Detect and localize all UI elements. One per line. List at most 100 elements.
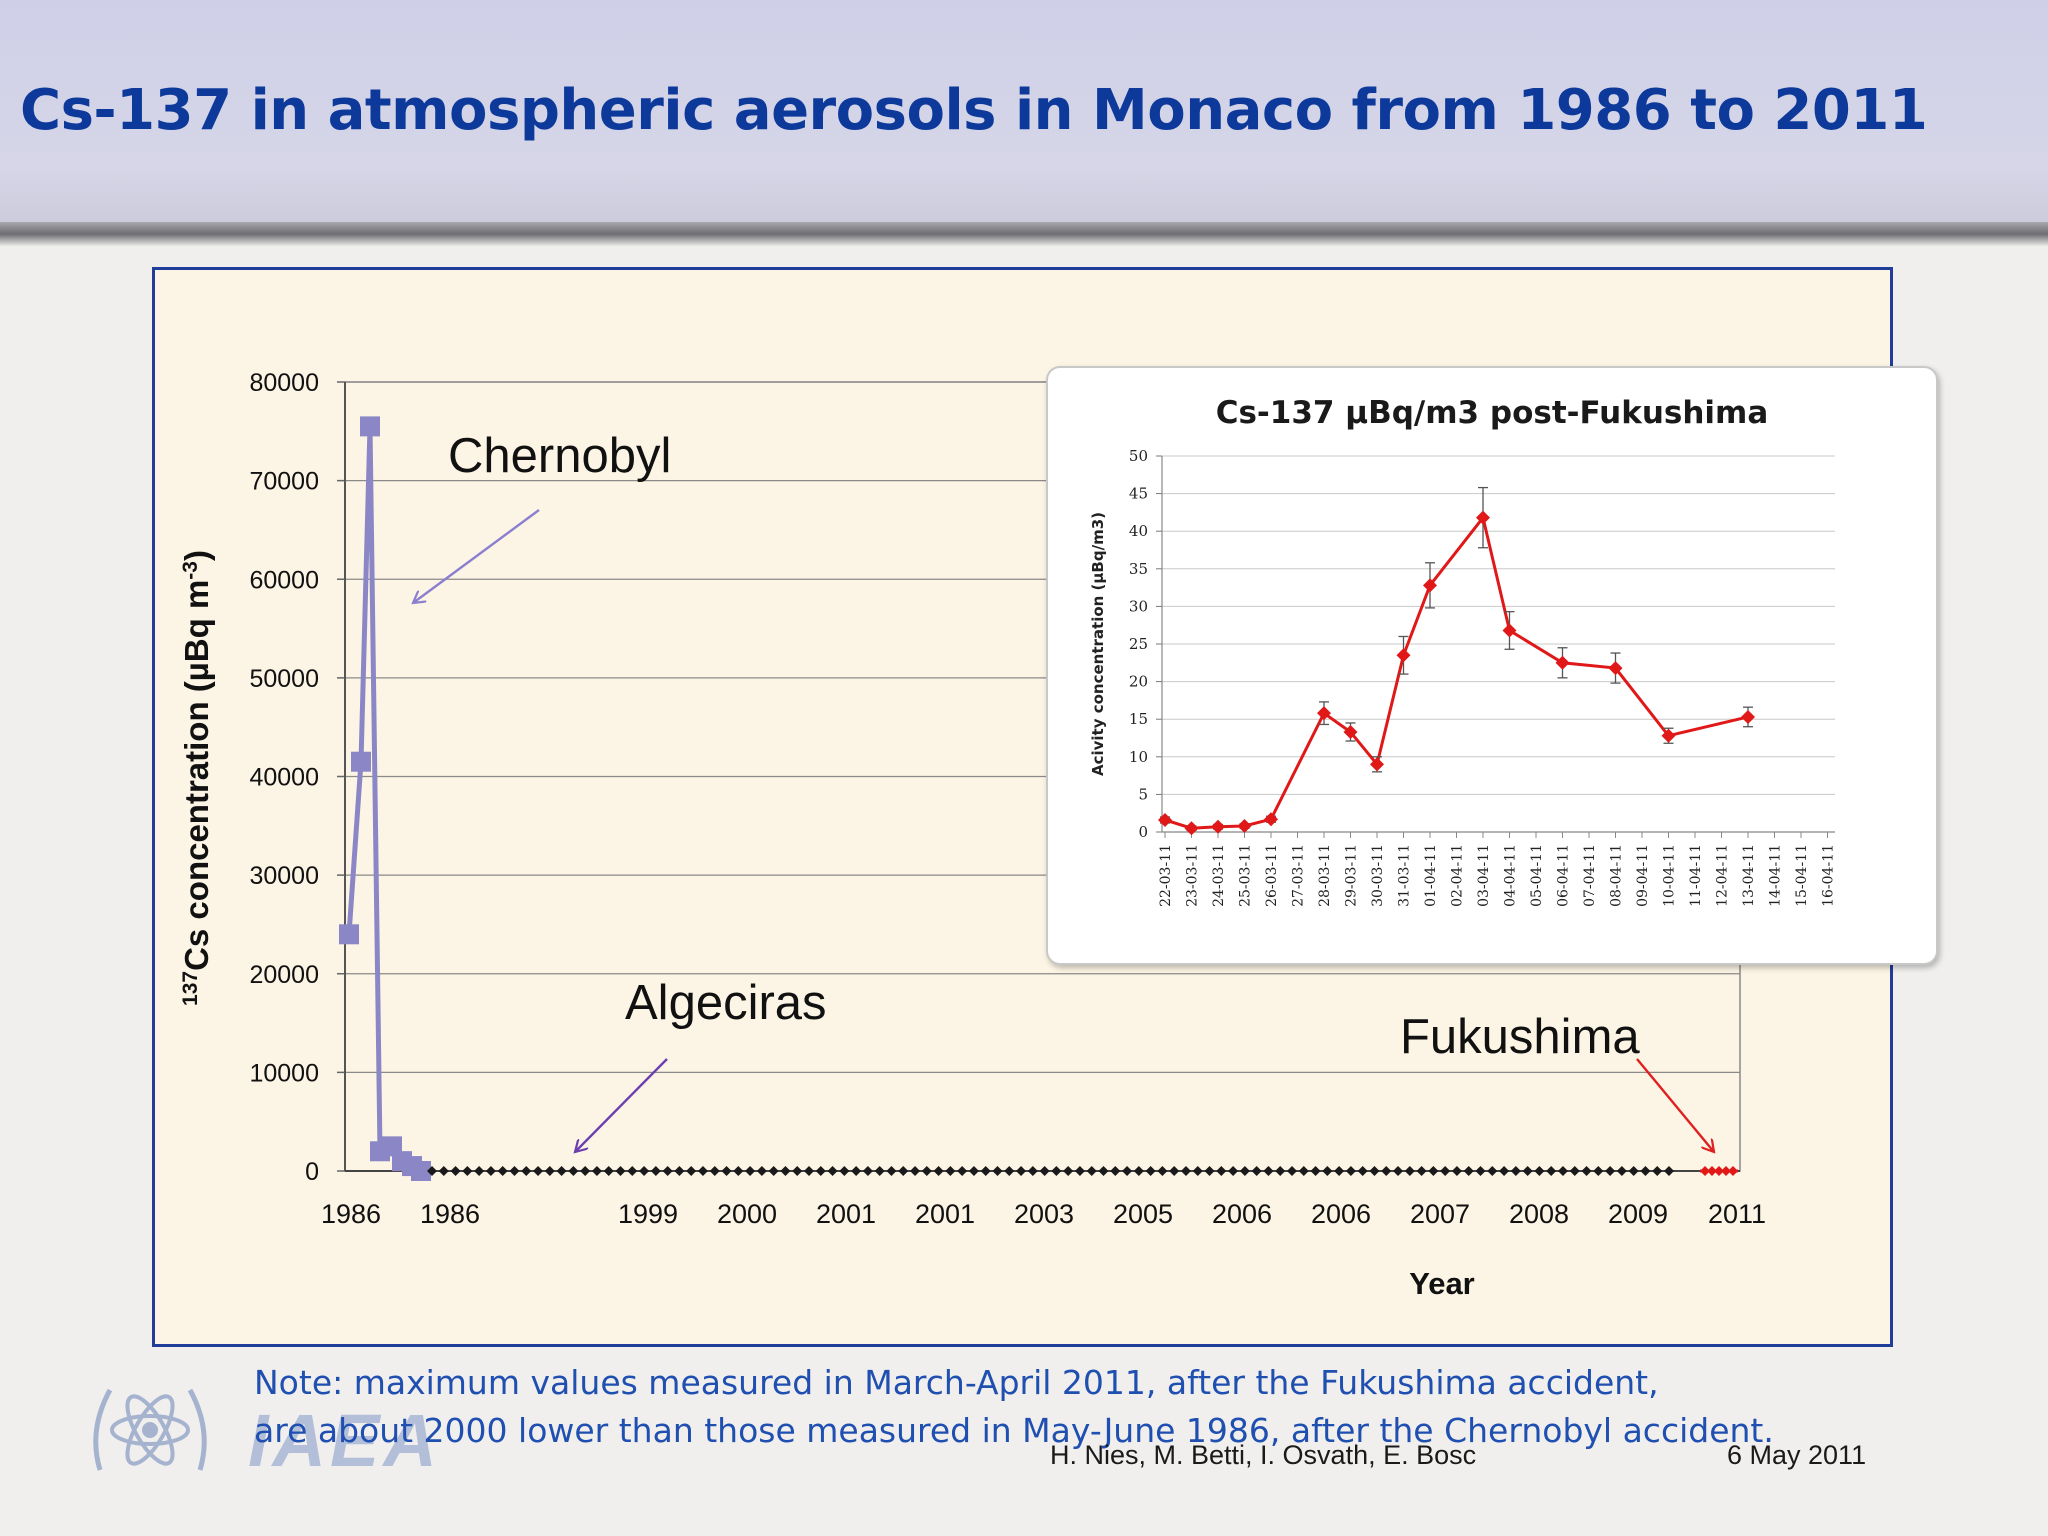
y-axis-title-text: Cs concentration (µBq m [178, 580, 215, 971]
y-tick-label: 30000 [249, 862, 319, 890]
atom-icon [110, 1394, 190, 1466]
data-point-routine [1039, 1166, 1050, 1176]
x-tick-label: 2007 [1410, 1199, 1470, 1229]
inset-x-tick-label: 26-03-11 [1264, 844, 1280, 907]
data-point-routine [497, 1166, 508, 1176]
data-point-routine [968, 1166, 979, 1176]
data-point-routine [1616, 1166, 1627, 1176]
inset-data-point [1370, 757, 1384, 772]
data-point-routine [1133, 1166, 1144, 1176]
inset-title: Cs-137 µBq/m3 post-Fukushima [1216, 395, 1769, 431]
data-point-chernobyl [360, 416, 380, 437]
inset-data-point [1661, 728, 1676, 743]
data-point-routine [1192, 1166, 1203, 1176]
main-chart-series [339, 416, 1738, 1181]
x-tick-label: 2000 [717, 1199, 777, 1229]
data-point-routine [1086, 1166, 1097, 1176]
inset-data-point [1343, 724, 1358, 739]
inset-data-point [1502, 623, 1517, 638]
x-tick-label: 1986 [420, 1199, 480, 1229]
inset-data-point [1317, 706, 1331, 721]
x-axis-title: Year [1409, 1266, 1475, 1301]
slide-title: Cs-137 in atmospheric aerosols in Monaco… [20, 78, 1928, 143]
data-point-routine [1063, 1166, 1074, 1176]
data-point-routine [1263, 1166, 1274, 1176]
data-point-routine [1534, 1166, 1545, 1176]
data-point-routine [450, 1166, 461, 1176]
data-point-routine [1593, 1166, 1604, 1176]
inset-data-point [1211, 819, 1225, 834]
inset-x-tick-label: 15-04-11 [1794, 844, 1810, 907]
data-point-routine [980, 1166, 991, 1176]
data-point-routine [1546, 1166, 1557, 1176]
data-point-routine [851, 1166, 862, 1176]
data-point-routine [933, 1166, 944, 1176]
data-point-routine [438, 1166, 449, 1176]
inset-x-tick-label: 22-03-11 [1158, 844, 1174, 907]
data-point-chernobyl [339, 924, 359, 945]
annotation-algeciras: Algeciras [625, 976, 827, 1030]
data-point-routine [1652, 1166, 1663, 1176]
y-tick-label: 70000 [249, 468, 319, 496]
inset-data-point [1158, 812, 1172, 827]
inset-data-point [1184, 821, 1199, 836]
y-axis-title-text: ) [178, 550, 215, 561]
data-point-routine [697, 1166, 708, 1176]
data-point-chernobyl [351, 751, 371, 772]
data-point-routine [1204, 1166, 1215, 1176]
data-point-routine [1569, 1166, 1580, 1176]
data-point-routine [1251, 1166, 1262, 1176]
x-tick-label: 1986 [321, 1199, 381, 1229]
data-point-routine [1239, 1166, 1250, 1176]
inset-y-axis-title: Acivity concentration (µBq/m3) [1089, 512, 1107, 776]
superscript: 137 [179, 971, 202, 1006]
y-tick-label: 40000 [249, 764, 319, 792]
x-tick-label: 2011 [1708, 1199, 1766, 1229]
data-point-routine [1381, 1166, 1392, 1176]
inset-x-tick-label: 23-03-11 [1185, 844, 1201, 907]
data-point-routine [615, 1166, 626, 1176]
inset-data-point [1741, 709, 1755, 724]
inset-y-tick-label: 30 [1129, 597, 1148, 615]
inset-y-tick-label: 40 [1129, 522, 1148, 540]
footnote-line-2: are about 2000 lower than those measured… [254, 1411, 1774, 1450]
data-point-routine [1098, 1166, 1109, 1176]
inset-chart: Cs-137 µBq/m3 post-Fukushima 0 5 10 15 20 25 30… [1089, 395, 1837, 907]
data-point-routine [686, 1166, 697, 1176]
x-tick-label: 2003 [1014, 1199, 1074, 1229]
data-point-routine [827, 1166, 838, 1176]
inset-y-tick-label: 15 [1129, 710, 1148, 728]
data-point-routine [650, 1166, 661, 1176]
data-point-routine [1157, 1166, 1168, 1176]
data-point-routine [1334, 1166, 1345, 1176]
data-point-routine [1345, 1166, 1356, 1176]
data-point-routine [1487, 1166, 1498, 1176]
inset-x-tick-label: 30-03-11 [1370, 844, 1386, 907]
data-point-routine [792, 1166, 803, 1176]
data-point-routine [568, 1166, 579, 1176]
inset-x-tick-label: 04-04-11 [1503, 844, 1519, 907]
data-point-routine [544, 1166, 555, 1176]
data-point-routine [462, 1166, 473, 1176]
data-point-routine [992, 1166, 1003, 1176]
inset-x-tick-label: 07-04-11 [1582, 844, 1598, 907]
data-point-routine [1581, 1166, 1592, 1176]
footnote-line-1: Note: maximum values measured in March-A… [254, 1363, 1659, 1402]
x-tick-label: 2006 [1311, 1199, 1371, 1229]
data-point-routine [1122, 1166, 1133, 1176]
inset-x-tick-label: 12-04-11 [1715, 844, 1731, 907]
annotation-chernobyl: Chernobyl [448, 429, 671, 483]
inset-x-tick-label: 31-03-11 [1397, 844, 1413, 907]
inset-y-tick-label: 10 [1129, 748, 1148, 766]
data-point-routine [756, 1166, 767, 1176]
data-point-routine [1027, 1166, 1038, 1176]
data-point-routine [957, 1166, 968, 1176]
data-point-routine [733, 1166, 744, 1176]
data-point-routine [1605, 1166, 1616, 1176]
inset-y-tick-label: 35 [1129, 560, 1148, 578]
data-point-routine [1393, 1166, 1404, 1176]
data-point-routine [591, 1166, 602, 1176]
iaea-logo-text: IAEA [248, 1399, 441, 1482]
inset-x-tick-label: 03-04-11 [1476, 844, 1492, 907]
data-point-routine [427, 1166, 437, 1176]
